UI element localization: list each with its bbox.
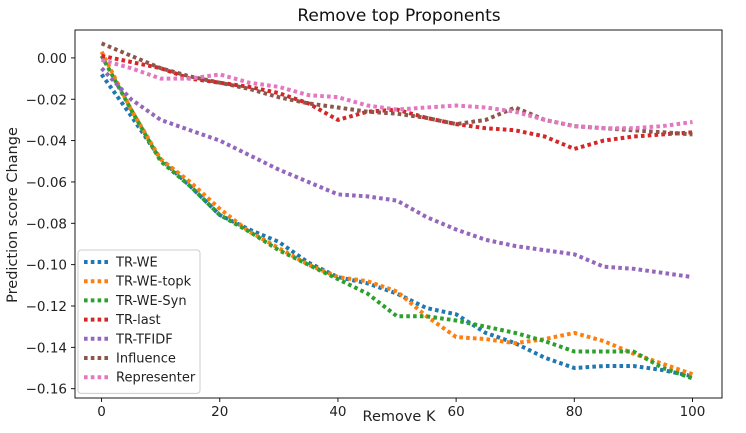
plot-frame [74, 29, 723, 399]
x-tick-label: 80 [566, 404, 583, 420]
y-tick-label: −0.08 [26, 216, 67, 232]
series-line-influence [100, 41, 693, 137]
y-tick-label: 0.00 [37, 51, 67, 67]
series-line-representer [101, 58, 693, 131]
legend-label-tr-we-topk: TR-WE-topk [115, 275, 192, 290]
y-tick-label: −0.06 [26, 175, 67, 191]
y-tick-label: −0.16 [26, 382, 67, 398]
series-line-tr-tfidf [100, 66, 693, 280]
x-tick-label: 60 [448, 404, 465, 420]
legend-label-influence: Influence [116, 352, 176, 367]
legend-label-tr-tfidf: TR-TFIDF [115, 332, 173, 347]
y-tick-label: −0.10 [26, 258, 67, 274]
y-tick-label: −0.12 [26, 299, 67, 315]
series-line-tr-last [101, 53, 693, 151]
x-tick-label: 100 [680, 404, 706, 420]
plot-area: 0 20 40 60 80 100 0.00 −0.02 −0.04 −0.06 −0.08 −0.1… [26, 29, 723, 420]
x-tick-label: 0 [97, 404, 106, 420]
series-lines [99, 41, 694, 381]
y-tick-label: −0.14 [26, 340, 67, 356]
series-line-tr-we-topk [99, 50, 694, 377]
legend-label-tr-we: TR-WE [115, 256, 158, 271]
x-tick-label: 40 [329, 404, 346, 420]
chart-title: Remove top Proponents [297, 6, 500, 26]
y-axis-title: Prediction score Change [5, 127, 21, 303]
x-tick-label: 20 [211, 404, 228, 420]
y-tick-label: −0.04 [26, 134, 67, 150]
y-tick-label: −0.02 [26, 92, 67, 108]
x-axis-title: Remove K [363, 409, 436, 425]
legend-label-representer: Representer [116, 371, 196, 386]
legend-label-tr-last: TR-last [115, 313, 161, 328]
legend: TR-WE TR-WE-topk TR-WE-Syn TR-last TR-TFIDF I… [77, 249, 201, 394]
legend-label-tr-we-syn: TR-WE-Syn [115, 294, 187, 309]
legend-box [77, 249, 201, 394]
series-line-tr-we-syn [99, 54, 694, 381]
